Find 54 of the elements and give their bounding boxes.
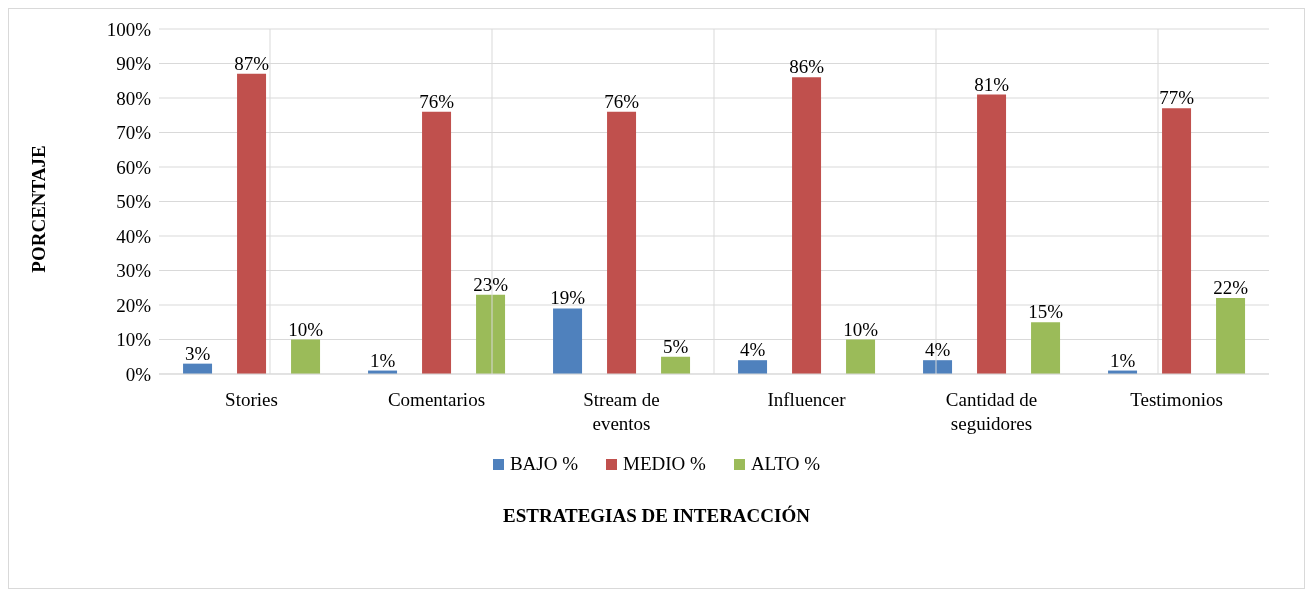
x-tick-label: Cantidad de seguidores	[945, 389, 1038, 434]
x-tick-label: Influencer	[767, 389, 847, 410]
bar	[977, 94, 1007, 374]
x-tick-label: Testimonios	[1130, 389, 1223, 410]
bar	[476, 294, 506, 374]
bar	[422, 111, 452, 374]
data-label: 15%	[1028, 301, 1064, 323]
data-label: 77%	[1159, 87, 1195, 109]
legend-label: MEDIO %	[622, 453, 706, 475]
y-tick-label: 80%	[116, 87, 152, 109]
x-axis-title: ESTRATEGIAS DE INTERACCIÓN	[502, 505, 811, 527]
data-label: 1%	[1109, 349, 1136, 371]
bar	[738, 360, 768, 374]
data-label: 86%	[789, 56, 825, 78]
y-tick-label: 10%	[116, 329, 152, 351]
x-tick-label: Comentarios	[387, 389, 486, 410]
bar	[291, 339, 321, 374]
y-tick-label: 50%	[116, 191, 152, 213]
y-tick-label: 20%	[116, 294, 152, 316]
bar	[846, 339, 876, 374]
data-label: 19%	[550, 287, 586, 309]
data-label: 76%	[604, 90, 640, 112]
y-tick-label: 70%	[116, 122, 152, 144]
x-tick-label: Stories	[225, 389, 278, 410]
bar	[1216, 298, 1246, 374]
data-label: 22%	[1213, 277, 1249, 299]
bar	[661, 356, 691, 374]
bar	[1162, 108, 1192, 374]
bar	[1031, 322, 1061, 374]
y-tick-label: 60%	[116, 156, 152, 178]
bar	[792, 77, 822, 374]
legend-label: BAJO %	[508, 453, 579, 475]
bar	[607, 111, 637, 374]
y-tick-label: 30%	[116, 260, 152, 282]
y-tick-label: 40%	[116, 225, 152, 247]
data-label: 81%	[974, 73, 1010, 95]
y-tick-label: 90%	[116, 53, 152, 75]
data-label: 76%	[419, 90, 455, 112]
data-label: 4%	[739, 339, 766, 361]
data-label: 23%	[473, 273, 509, 295]
y-tick-label: 100%	[106, 18, 152, 40]
x-tick-label: Stream de eventos	[583, 389, 660, 434]
y-tick-label: 0%	[125, 363, 152, 385]
y-axis-title: PORCENTAJE	[28, 145, 50, 273]
data-label: 87%	[234, 52, 270, 74]
bar	[237, 73, 267, 374]
data-label: 10%	[843, 318, 879, 340]
data-label: 1%	[369, 349, 396, 371]
legend-label: ALTO %	[749, 453, 821, 475]
bar	[553, 308, 583, 374]
data-label: 3%	[184, 342, 211, 364]
data-label: 5%	[662, 335, 689, 357]
data-label: 4%	[924, 339, 951, 361]
data-label: 10%	[288, 318, 324, 340]
